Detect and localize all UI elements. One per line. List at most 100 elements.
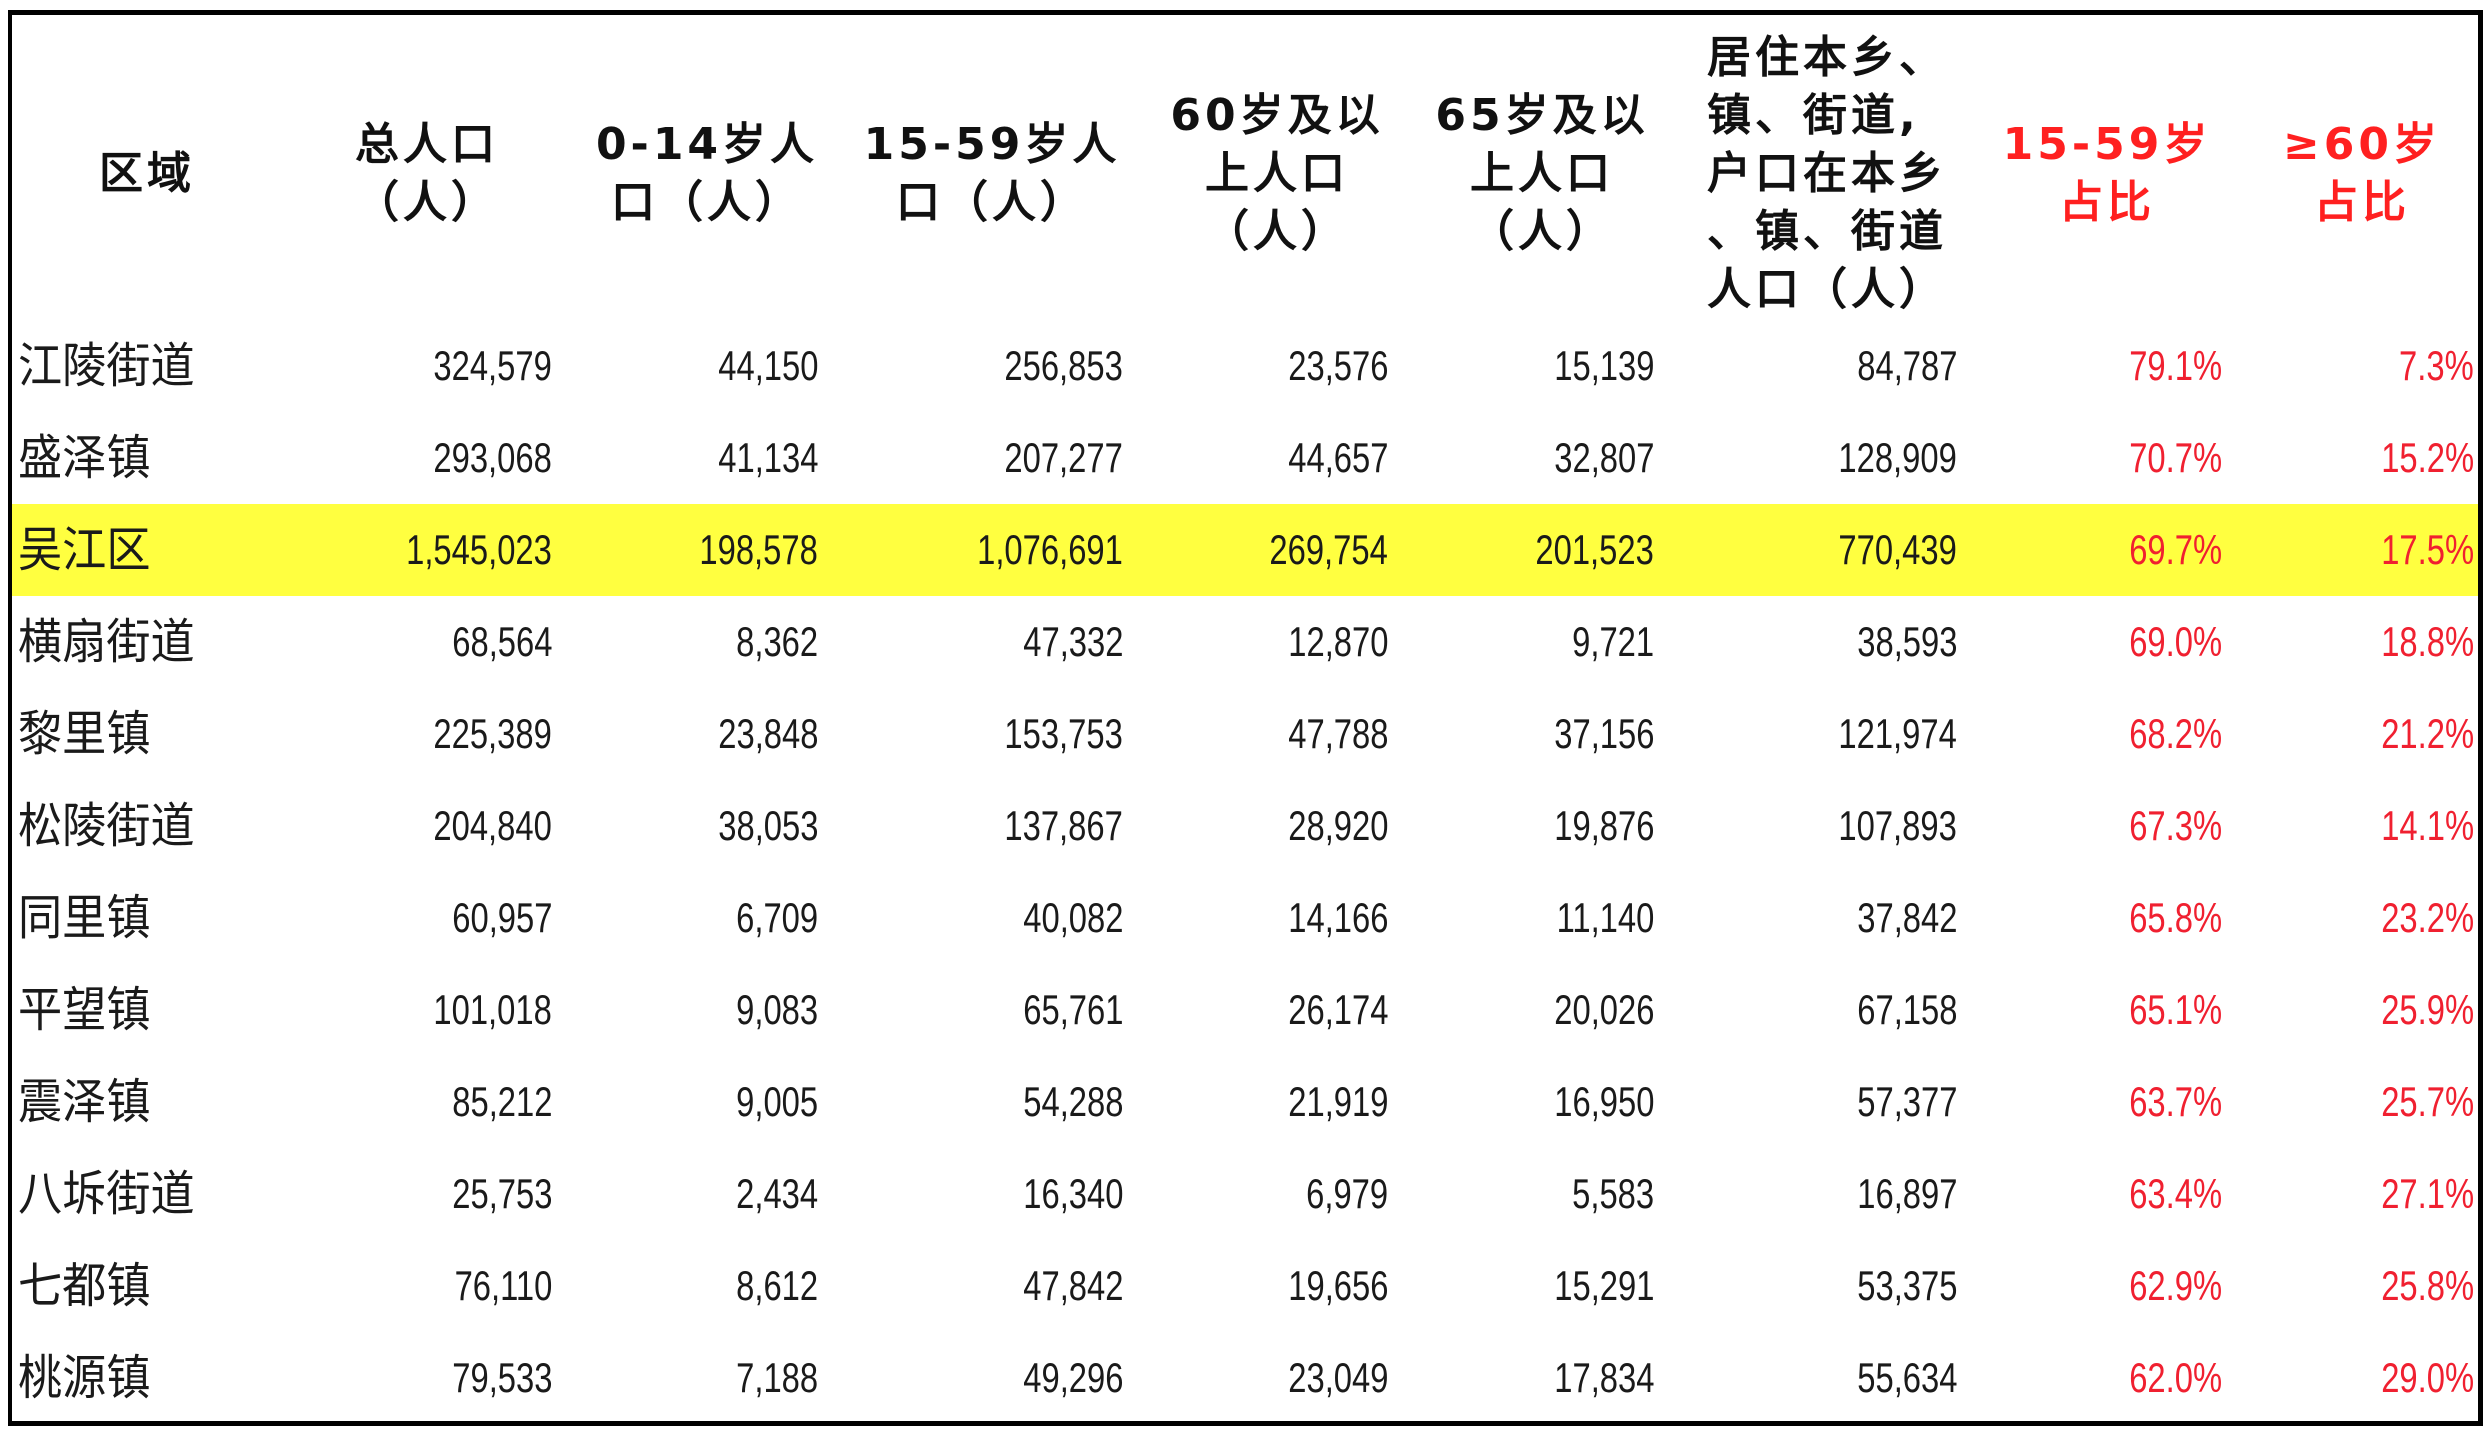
cell-age-60-plus: 19,656 [1287,1262,1388,1309]
cell-region: 七都镇 [18,1258,151,1314]
cell-pct-15-59: 65.8% [2129,894,2222,941]
cell-total: 324,579 [433,342,552,389]
cell-age-0-14: 23,848 [717,710,818,757]
cell-pct-60-plus: 29.0% [2381,1354,2474,1401]
cell-age-60-plus: 6,979 [1306,1170,1388,1217]
cell-pct-15-59: 62.0% [2129,1354,2222,1401]
cell-region: 黎里镇 [18,706,151,762]
cell-age-15-59: 65,761 [1022,986,1123,1033]
table-row: 平望镇 101,018 9,083 65,761 26,174 20,026 67,158 6… [12,964,2478,1056]
table-row: 震泽镇 85,212 9,005 54,288 21,919 16,950 57,377 63… [12,1056,2478,1148]
cell-age-15-59: 153,753 [1004,710,1123,757]
cell-pct-60-plus: 25.9% [2381,986,2474,1033]
header-pct-15-59: 15-59岁 占比 [2002,119,2212,228]
cell-age-15-59: 16,340 [1022,1170,1123,1217]
cell-age-60-plus: 269,754 [1269,526,1388,573]
cell-age-15-59: 54,288 [1022,1078,1123,1125]
cell-pct-60-plus: 18.8% [2381,618,2474,665]
cell-age-0-14: 7,188 [736,1354,818,1401]
header-pct-60-plus: ≥60岁 占比 [2282,119,2442,228]
cell-pct-15-59: 67.3% [2129,802,2222,849]
header-age-0-14: 0-14岁人 口（人） [595,119,819,228]
cell-region: 桃源镇 [18,1350,151,1406]
header-age-60-plus: 60岁及以 上人口 （人） [1170,90,1384,257]
cell-age-65-plus: 201,523 [1535,526,1654,573]
cell-age-15-59: 207,277 [1004,434,1123,481]
cell-resident-local: 16,897 [1856,1170,1957,1217]
header-resident-local: 居住本乡、 镇、街道, 户口在本乡 、镇、街道 人口（人） [1707,32,1947,315]
cell-age-65-plus: 37,156 [1553,710,1654,757]
cell-pct-15-59: 65.1% [2129,986,2222,1033]
cell-age-0-14: 38,053 [717,802,818,849]
cell-pct-60-plus: 25.8% [2381,1262,2474,1309]
table-row: 桃源镇 79,533 7,188 49,296 23,049 17,834 55,634 62… [12,1332,2478,1424]
cell-resident-local: 107,893 [1838,802,1957,849]
cell-region: 吴江区 [18,522,151,578]
cell-resident-local: 38,593 [1856,618,1957,665]
cell-resident-local: 55,634 [1856,1354,1957,1401]
cell-resident-local: 57,377 [1856,1078,1957,1125]
cell-resident-local: 128,909 [1838,434,1957,481]
cell-pct-60-plus: 14.1% [2381,802,2474,849]
cell-age-60-plus: 28,920 [1287,802,1388,849]
cell-age-0-14: 9,005 [736,1078,818,1125]
table-row: 同里镇 60,957 6,709 40,082 14,166 11,140 37,842 65… [12,872,2478,964]
cell-region: 横扇街道 [18,614,195,670]
cell-pct-60-plus: 17.5% [2381,526,2474,573]
cell-resident-local: 84,787 [1856,342,1957,389]
cell-age-60-plus: 23,576 [1287,342,1388,389]
cell-age-65-plus: 16,950 [1553,1078,1654,1125]
cell-pct-60-plus: 7.3% [2399,342,2474,389]
cell-total: 25,753 [451,1170,552,1217]
cell-age-60-plus: 44,657 [1287,434,1388,481]
cell-pct-60-plus: 23.2% [2381,894,2474,941]
table-row: 松陵街道 204,840 38,053 137,867 28,920 19,876 107,… [12,780,2478,872]
cell-age-0-14: 44,150 [717,342,818,389]
cell-pct-15-59: 68.2% [2129,710,2222,757]
cell-total: 85,212 [451,1078,552,1125]
cell-resident-local: 67,158 [1856,986,1957,1033]
cell-age-15-59: 40,082 [1022,894,1123,941]
cell-total: 204,840 [433,802,552,849]
cell-age-65-plus: 5,583 [1572,1170,1654,1217]
cell-age-65-plus: 15,139 [1553,342,1654,389]
table-row-highlighted: 吴江区 1,545,023 198,578 1,076,691 269,754 201,5… [12,504,2478,596]
table-row: 盛泽镇 293,068 41,134 207,277 44,657 32,807 128,9… [12,412,2478,504]
table-row: 江陵街道 324,579 44,150 256,853 23,576 15,139 84,7… [12,320,2478,412]
cell-pct-15-59: 69.7% [2129,526,2222,573]
cell-resident-local: 121,974 [1838,710,1957,757]
cell-pct-15-59: 63.7% [2129,1078,2222,1125]
cell-age-65-plus: 15,291 [1553,1262,1654,1309]
header-age-65-plus: 65岁及以 上人口 （人） [1435,90,1649,257]
cell-total: 101,018 [433,986,552,1033]
cell-age-0-14: 198,578 [699,526,818,573]
cell-age-65-plus: 9,721 [1572,618,1654,665]
cell-pct-15-59: 70.7% [2129,434,2222,481]
cell-total: 79,533 [451,1354,552,1401]
cell-total: 76,110 [454,1262,552,1309]
population-table: 区域 总人口 （人） 0-14岁人 口（人） 15-59岁人 口（人） 60岁及… [8,10,2483,1426]
cell-pct-60-plus: 15.2% [2381,434,2474,481]
cell-pct-60-plus: 27.1% [2381,1170,2474,1217]
cell-age-0-14: 6,709 [736,894,818,941]
cell-age-60-plus: 23,049 [1287,1354,1388,1401]
cell-total: 60,957 [451,894,552,941]
cell-age-65-plus: 11,140 [1556,894,1654,941]
header-total-population: 总人口 （人） [355,119,499,228]
table-row: 横扇街道 68,564 8,362 47,332 12,870 9,721 38,593 69… [12,596,2478,688]
cell-region: 同里镇 [18,890,151,946]
header-age-15-59: 15-59岁人 口（人） [863,119,1121,228]
cell-resident-local: 770,439 [1838,526,1957,573]
cell-age-65-plus: 19,876 [1553,802,1654,849]
cell-pct-15-59: 62.9% [2129,1262,2222,1309]
cell-age-60-plus: 12,870 [1287,618,1388,665]
cell-age-0-14: 8,362 [736,618,818,665]
cell-age-65-plus: 32,807 [1553,434,1654,481]
cell-total: 225,389 [433,710,552,757]
cell-region: 松陵街道 [18,798,195,854]
cell-pct-15-59: 79.1% [2129,342,2222,389]
cell-age-0-14: 8,612 [736,1262,818,1309]
header-region: 区域 [99,148,195,199]
cell-pct-60-plus: 21.2% [2381,710,2474,757]
cell-age-65-plus: 20,026 [1553,986,1654,1033]
